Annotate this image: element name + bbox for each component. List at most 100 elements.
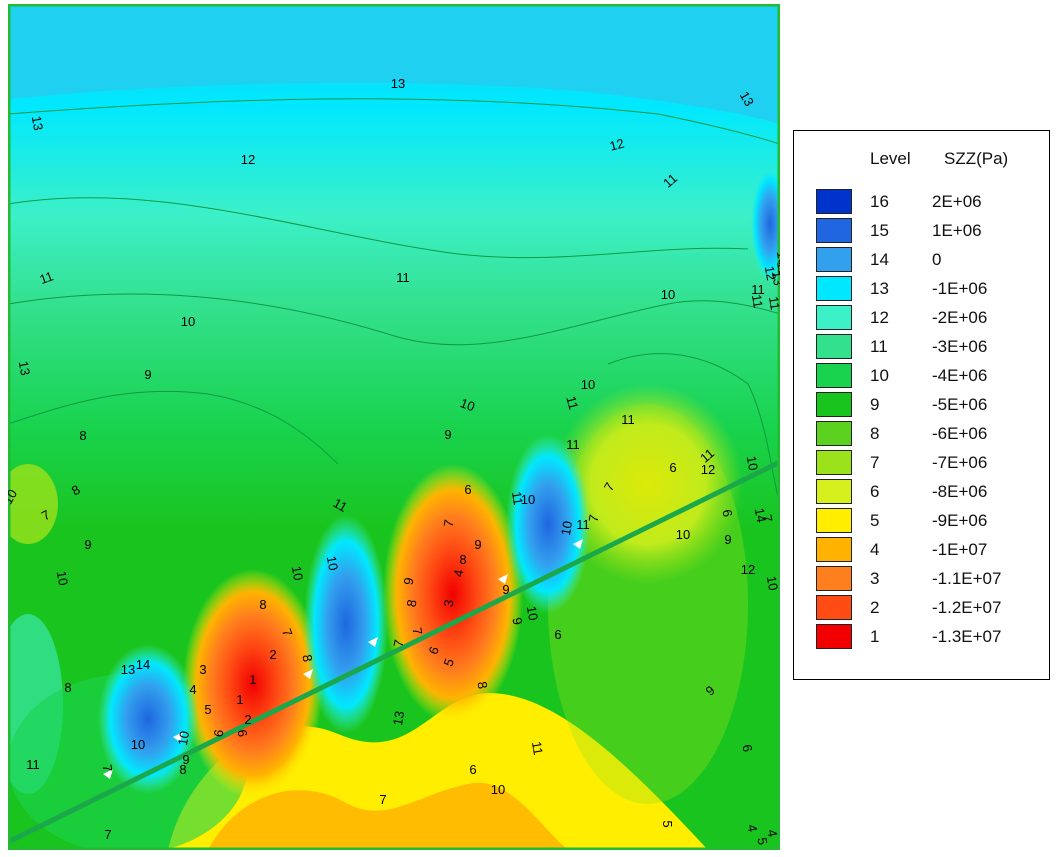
legend-level: 2 xyxy=(870,598,880,617)
contour-label: 6 xyxy=(719,508,735,518)
contour-label: 11 xyxy=(751,282,765,297)
legend-level: 14 xyxy=(870,250,889,269)
contour-label: 7 xyxy=(409,626,425,636)
contour-label: 10 xyxy=(521,492,535,507)
legend-header-level: Level xyxy=(870,149,911,168)
contour-label: 13 xyxy=(737,89,757,109)
legend-value: 2E+06 xyxy=(932,192,982,211)
contour-label: 14 xyxy=(136,657,150,672)
contour-label: 10 xyxy=(524,605,541,622)
contour-label: 12 xyxy=(701,462,715,477)
contour-label: 5 xyxy=(754,836,770,846)
contour-label: 7 xyxy=(279,626,296,638)
contour-label: 11 xyxy=(38,268,56,287)
fault-line xyxy=(8,459,780,845)
contour-label: 12 xyxy=(741,562,755,577)
contour-label: 4 xyxy=(189,682,196,697)
legend-swatch xyxy=(816,276,852,301)
contour-label: 10 xyxy=(774,250,780,267)
contour-label: 6 xyxy=(469,762,476,777)
contour-label: 11 xyxy=(396,270,410,285)
contour-label: 5 xyxy=(204,702,211,717)
contour-label: 12 xyxy=(608,136,626,154)
contour-label: 9 xyxy=(474,537,481,552)
contour-label: 2 xyxy=(269,647,276,662)
contour-label: 8 xyxy=(474,680,490,690)
contour-label: 9 xyxy=(401,576,417,586)
contour-label: 10 xyxy=(581,377,595,392)
legend-swatch xyxy=(816,189,852,214)
contour-label: 13 xyxy=(391,76,405,91)
contour-label: 9 xyxy=(502,582,509,597)
legend-value: -7E+06 xyxy=(932,453,988,472)
contour-label: 10 xyxy=(131,737,145,752)
contour-label: 9 xyxy=(84,537,91,552)
legend-row: 1 -1.3E+07 xyxy=(794,622,1049,651)
contour-label: 5 xyxy=(660,820,675,827)
legend-row: 2 -1.2E+07 xyxy=(794,593,1049,622)
contour-label: 10 xyxy=(458,395,477,414)
contour-label: 7 xyxy=(586,513,602,523)
legend-header-variable: SZZ(Pa) xyxy=(944,149,1009,168)
contour-label: 9 xyxy=(724,532,731,547)
legend-value: -1E+06 xyxy=(932,279,988,298)
contour-label: 13 xyxy=(121,662,135,677)
legend-level: 7 xyxy=(870,453,880,472)
contour-label: 7 xyxy=(104,827,111,842)
contour-label: 3 xyxy=(441,598,457,608)
legend-row: 16 2E+06 xyxy=(794,187,1049,216)
contour-label: 6 xyxy=(211,728,227,738)
contour-label: 9 xyxy=(144,367,151,382)
legend-level: 12 xyxy=(870,308,889,327)
legend-value: -2E+06 xyxy=(932,308,988,327)
contour-label: 8 xyxy=(79,428,86,443)
contour-label: 11 xyxy=(566,437,580,452)
contour-label: 11 xyxy=(774,260,780,276)
legend-value: -1.2E+07 xyxy=(932,598,1002,617)
legend-swatch xyxy=(816,392,852,417)
contour-label: 10 xyxy=(491,782,505,797)
contour-label: 7 xyxy=(759,513,775,523)
legend-value: -9E+06 xyxy=(932,511,988,530)
legend-row: 12 -2E+06 xyxy=(794,303,1049,332)
contour-label: 10 xyxy=(181,314,195,329)
contour-label: 8 xyxy=(259,597,266,612)
legend-swatch xyxy=(816,537,852,562)
legend-row: 14 0 xyxy=(794,245,1049,274)
contour-label: 8 xyxy=(64,680,71,695)
contour-label: 10 xyxy=(54,570,71,587)
contour-label: 6 xyxy=(739,743,755,753)
legend-swatch xyxy=(816,450,852,475)
contour-label: 10 xyxy=(676,527,690,542)
contour-label: 6 xyxy=(234,728,250,738)
legend-value: -6E+06 xyxy=(932,424,988,443)
contour-label: 9 xyxy=(444,427,451,442)
legend-swatch xyxy=(816,595,852,620)
legend-value: -3E+06 xyxy=(932,337,988,356)
legend-swatch xyxy=(816,508,852,533)
contour-label: 11 xyxy=(331,495,350,515)
legend-swatch xyxy=(816,421,852,446)
contour-label: 9 xyxy=(509,616,525,626)
legend-row: 3 -1.1E+07 xyxy=(794,564,1049,593)
legend-level: 9 xyxy=(870,395,880,414)
legend-level: 4 xyxy=(870,540,880,559)
contour-label: 8 xyxy=(179,762,186,777)
legend-row: 9 -5E+06 xyxy=(794,390,1049,419)
legend-row: 6 -8E+06 xyxy=(794,477,1049,506)
contour-label: 9 xyxy=(182,752,189,767)
legend-level: 6 xyxy=(870,482,880,501)
legend-row: 7 -7E+06 xyxy=(794,448,1049,477)
legend-level: 15 xyxy=(870,221,889,240)
legend-level: 10 xyxy=(870,366,889,385)
contour-label: 13 xyxy=(390,710,407,727)
contour-label: 3 xyxy=(199,662,206,677)
contour-label: 6 xyxy=(425,644,442,656)
legend-level: 1 xyxy=(870,627,880,646)
legend-level: 8 xyxy=(870,424,880,443)
contour-label: 10 xyxy=(558,520,575,537)
legend-value: 1E+06 xyxy=(932,221,982,240)
contour-label: 11 xyxy=(26,757,40,772)
contour-label: 1 xyxy=(236,692,243,707)
legend-swatch xyxy=(816,363,852,388)
